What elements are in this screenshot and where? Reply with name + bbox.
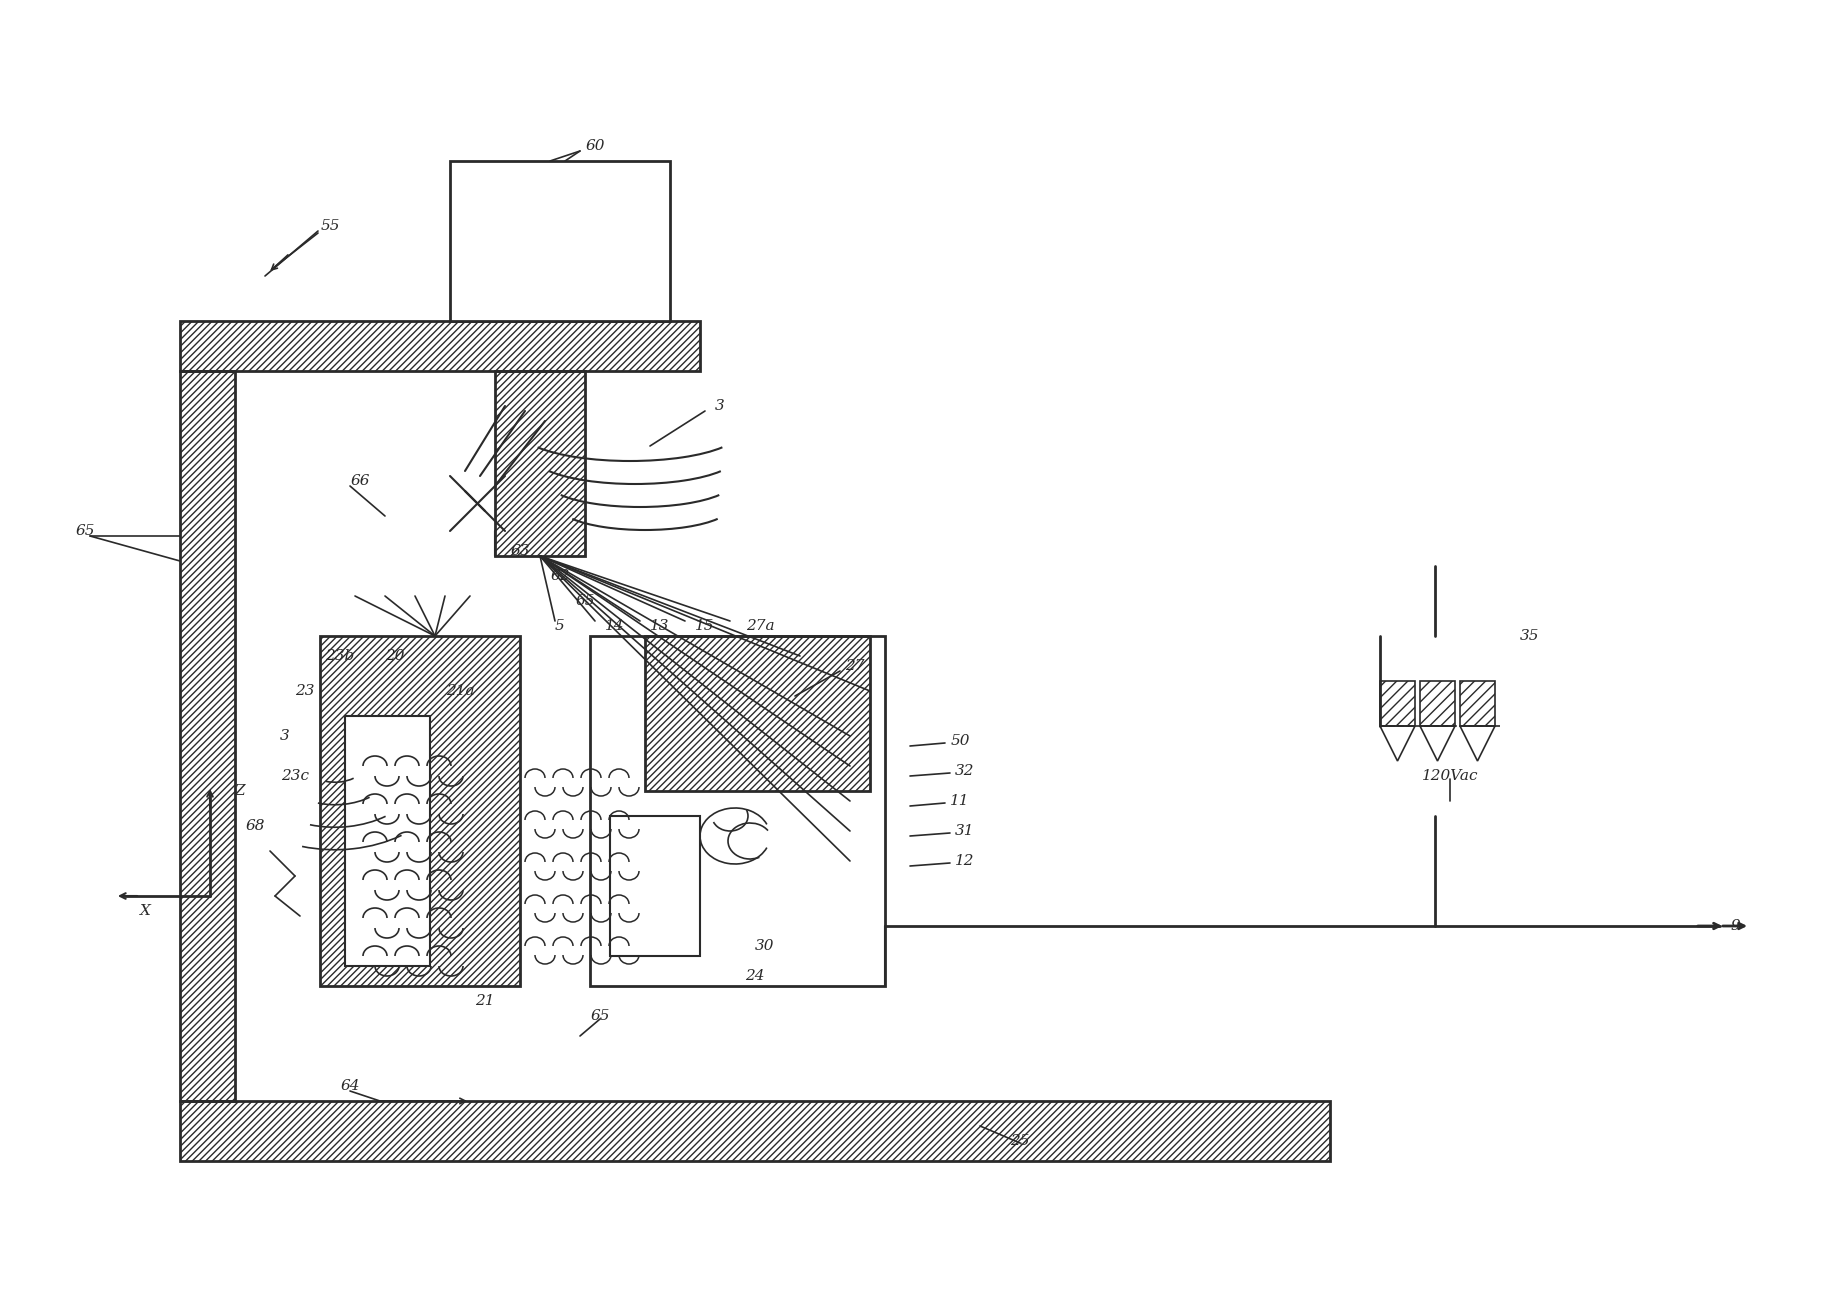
- Text: Z: Z: [235, 784, 246, 798]
- Text: 21a: 21a: [446, 684, 475, 697]
- Bar: [495, 371, 585, 556]
- Bar: [345, 716, 429, 966]
- Text: 23b: 23b: [325, 649, 354, 663]
- Text: 27: 27: [845, 659, 866, 673]
- Bar: [319, 636, 521, 986]
- Text: 63: 63: [510, 544, 530, 558]
- Bar: [591, 636, 886, 986]
- Text: 30: 30: [756, 939, 774, 953]
- Bar: [611, 815, 701, 956]
- Text: 64: 64: [341, 1079, 359, 1093]
- Text: 12: 12: [956, 853, 974, 868]
- Text: 25: 25: [1011, 1134, 1029, 1148]
- Text: 3: 3: [715, 399, 724, 413]
- Text: 120Vac: 120Vac: [1421, 770, 1478, 783]
- Bar: [1460, 680, 1495, 726]
- Text: 68: 68: [246, 819, 264, 832]
- Text: 14: 14: [605, 619, 625, 633]
- Text: 24: 24: [745, 969, 765, 983]
- Bar: [1379, 680, 1416, 726]
- Text: 9: 9: [1729, 919, 1740, 933]
- Bar: [646, 636, 869, 791]
- Text: X: X: [139, 905, 150, 918]
- Bar: [449, 161, 669, 321]
- Bar: [180, 371, 235, 1101]
- Text: 60: 60: [585, 139, 605, 153]
- Bar: [180, 321, 701, 371]
- Text: 3: 3: [281, 729, 290, 743]
- Bar: [180, 1101, 1330, 1162]
- Text: 65: 65: [576, 594, 594, 608]
- Text: 32: 32: [956, 764, 974, 777]
- Text: 65: 65: [75, 524, 95, 538]
- Text: 27a: 27a: [746, 619, 774, 633]
- Text: 62: 62: [550, 569, 570, 583]
- Text: 66: 66: [350, 475, 370, 488]
- Text: 35: 35: [1520, 629, 1541, 642]
- Text: 11: 11: [950, 794, 970, 808]
- Text: 50: 50: [950, 734, 970, 749]
- Text: 55: 55: [321, 219, 339, 233]
- Text: 5: 5: [556, 619, 565, 633]
- Text: 31: 31: [956, 825, 974, 838]
- Text: 21: 21: [475, 994, 495, 1008]
- Text: 20: 20: [385, 649, 405, 663]
- Text: 13: 13: [651, 619, 669, 633]
- Text: 23c: 23c: [281, 770, 308, 783]
- Text: 23: 23: [295, 684, 315, 697]
- Bar: [1420, 680, 1454, 726]
- Text: 65: 65: [591, 1009, 609, 1023]
- Text: 15: 15: [695, 619, 715, 633]
